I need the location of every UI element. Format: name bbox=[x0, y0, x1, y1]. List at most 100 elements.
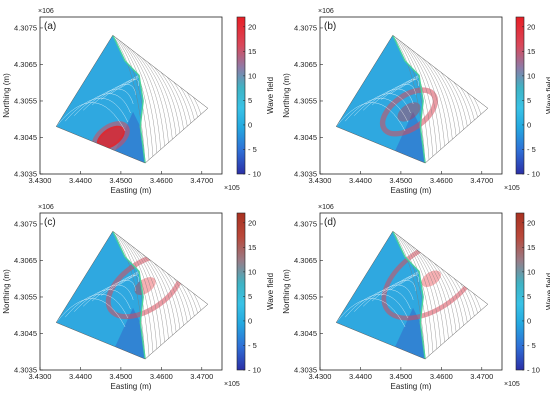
colorbar-tick-label: 0 bbox=[248, 316, 252, 325]
colorbar-label: Wave field bbox=[545, 273, 550, 310]
colorbar-tick-label: - 10 bbox=[248, 170, 261, 179]
colorbar-tick-label: 20 bbox=[248, 218, 256, 227]
panel-label: (c) bbox=[44, 217, 56, 228]
colorbar-tick-label: 5 bbox=[527, 96, 531, 105]
colorbar-label: Wave field bbox=[266, 273, 275, 310]
y-tick-label: 4.3055 bbox=[14, 96, 37, 105]
y-exponent: ×106 bbox=[38, 8, 54, 15]
coastline bbox=[112, 35, 146, 164]
colorbar-tick-label: 15 bbox=[527, 243, 535, 252]
colorbar-tick-label: - 10 bbox=[527, 366, 540, 375]
x-tick-label: 3.4500 bbox=[109, 372, 132, 381]
colorbar-tick-label: - 5 bbox=[527, 341, 536, 350]
x-tick-label: 3.4600 bbox=[150, 372, 173, 381]
y-tick-label: 4.3035 bbox=[294, 170, 317, 179]
colorbar-tick-label: 5 bbox=[248, 96, 252, 105]
x-tick-label: 3.4300 bbox=[29, 372, 52, 381]
colorbar-tick-label: 20 bbox=[527, 22, 535, 31]
colorbar-tick-label: 15 bbox=[527, 47, 535, 56]
colorbar-tick-label: 5 bbox=[248, 292, 252, 301]
colorbar-tick-label: - 5 bbox=[248, 341, 257, 350]
y-exponent: ×106 bbox=[318, 8, 334, 15]
x-tick-label: 3.4700 bbox=[190, 176, 213, 185]
colorbar-tick-label: 20 bbox=[248, 22, 256, 31]
colorbar-tick-label: - 5 bbox=[248, 145, 257, 154]
x-tick-label: 3.4300 bbox=[309, 176, 332, 185]
y-tick-label: 4.3045 bbox=[14, 133, 37, 142]
deep-band bbox=[112, 307, 146, 360]
x-tick-label: 3.4500 bbox=[389, 372, 412, 381]
colorbar-tick-label: - 10 bbox=[248, 366, 261, 375]
y-tick-label: 4.3065 bbox=[14, 256, 37, 265]
y-tick-label: 4.3075 bbox=[14, 219, 37, 228]
y-tick-label: 4.3045 bbox=[294, 329, 317, 338]
y-axis-label: Northing (m) bbox=[2, 269, 11, 314]
x-tick-label: 3.4400 bbox=[349, 372, 372, 381]
y-axis-label: Northing (m) bbox=[282, 73, 291, 118]
x-axis-label: Easting (m) bbox=[111, 382, 152, 391]
x-tick-label: 3.4600 bbox=[430, 176, 453, 185]
y-tick-label: 4.3045 bbox=[294, 133, 317, 142]
colorbar-tick-label: 5 bbox=[527, 292, 531, 301]
deep-band bbox=[112, 111, 146, 164]
coastline bbox=[392, 35, 426, 164]
ocean-region bbox=[56, 231, 146, 360]
x-tick-label: 3.4500 bbox=[389, 176, 412, 185]
x-axis-label: Easting (m) bbox=[111, 186, 152, 195]
colorbar bbox=[515, 212, 525, 371]
y-tick-label: 4.3065 bbox=[294, 60, 317, 69]
y-tick-label: 4.3055 bbox=[294, 96, 317, 105]
domain-outline bbox=[335, 230, 489, 360]
colorbar-tick-label: 10 bbox=[248, 267, 256, 276]
y-tick-label: 4.3035 bbox=[294, 366, 317, 375]
x-tick-label: 3.4400 bbox=[69, 176, 92, 185]
y-tick-label: 4.3035 bbox=[14, 170, 37, 179]
x-tick-label: 3.4700 bbox=[470, 176, 493, 185]
y-axis-label: Northing (m) bbox=[2, 73, 11, 118]
colorbar-tick-label: 0 bbox=[527, 120, 531, 129]
x-tick-label: 3.4700 bbox=[190, 372, 213, 381]
y-tick-label: 4.3035 bbox=[14, 366, 37, 375]
coastline bbox=[392, 231, 426, 360]
x-exponent: ×105 bbox=[504, 381, 520, 388]
panel-d: 3.4300 3.4400 3.4500 3.4600 3.4700 4.3075 4.30… bbox=[282, 204, 550, 391]
panel-label: (d) bbox=[324, 217, 336, 228]
colorbar-tick-label: 10 bbox=[527, 71, 535, 80]
panel-label: (a) bbox=[44, 21, 56, 32]
panel-c: 3.4300 3.4400 3.4500 3.4600 3.4700 4.3075 4.30… bbox=[2, 204, 275, 391]
colorbar bbox=[236, 16, 246, 175]
x-tick-label: 3.4600 bbox=[430, 372, 453, 381]
colorbar-tick-label: 0 bbox=[248, 120, 252, 129]
x-axis-label: Easting (m) bbox=[391, 382, 432, 391]
y-tick-label: 4.3065 bbox=[294, 256, 317, 265]
domain-outline bbox=[55, 34, 209, 164]
colorbar-tick-label: - 5 bbox=[527, 145, 536, 154]
y-tick-label: 4.3055 bbox=[294, 292, 317, 301]
x-tick-label: 3.4400 bbox=[349, 176, 372, 185]
wave-peak bbox=[397, 102, 421, 122]
x-axis-label: Easting (m) bbox=[391, 186, 432, 195]
x-tick-label: 3.4400 bbox=[69, 372, 92, 381]
x-tick-label: 3.4300 bbox=[309, 372, 332, 381]
x-exponent: ×105 bbox=[224, 381, 240, 388]
x-tick-label: 3.4300 bbox=[29, 176, 52, 185]
y-tick-label: 4.3075 bbox=[14, 23, 37, 32]
x-tick-label: 3.4500 bbox=[109, 176, 132, 185]
x-exponent: ×105 bbox=[504, 185, 520, 192]
colorbar-tick-label: 15 bbox=[248, 47, 256, 56]
colorbar-tick-label: 15 bbox=[248, 243, 256, 252]
y-axis-label: Northing (m) bbox=[282, 269, 291, 314]
deep-band bbox=[392, 307, 426, 360]
wave-peak bbox=[96, 125, 125, 150]
colorbar-tick-label: 20 bbox=[527, 218, 535, 227]
y-tick-label: 4.3045 bbox=[14, 329, 37, 338]
colorbar-tick-label: - 10 bbox=[527, 170, 540, 179]
y-tick-label: 4.3075 bbox=[294, 219, 317, 228]
colorbar-label: Wave field bbox=[266, 77, 275, 114]
domain-outline bbox=[55, 230, 209, 360]
colorbar bbox=[236, 212, 246, 371]
colorbar-tick-label: 10 bbox=[248, 71, 256, 80]
colorbar bbox=[515, 16, 525, 175]
panel-a: 3.4300 3.4400 3.4500 3.4600 3.4700 4.3075 4.30… bbox=[2, 8, 275, 195]
